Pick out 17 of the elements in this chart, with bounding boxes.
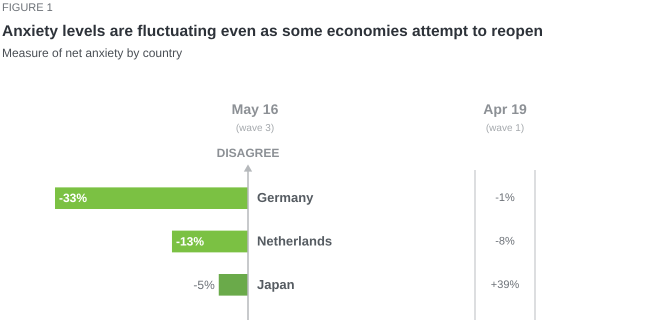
chart-subtitle: Measure of net anxiety by country	[2, 46, 182, 60]
text: Apr 19	[483, 101, 527, 117]
data-label: -33%	[59, 191, 88, 206]
text: (wave 1)	[486, 123, 524, 134]
data-label: -5%	[193, 278, 216, 292]
y-tick-label: Netherlands	[257, 234, 332, 248]
text: -1%	[495, 192, 515, 204]
text: DISAGREE	[216, 146, 280, 160]
text: May 16	[232, 101, 279, 117]
data-label: -13%	[176, 234, 204, 248]
caption: FIGURE 1	[2, 2, 53, 14]
text: -8%	[495, 236, 515, 248]
chart-title: Anxiety levels are fluctuating even as some economies attempt to reopen	[2, 23, 543, 40]
text: (wave 3)	[236, 123, 274, 134]
y-tick-label: Japan	[257, 276, 295, 292]
text: +39%	[490, 278, 520, 291]
y-tick-label: Germany	[257, 190, 314, 206]
